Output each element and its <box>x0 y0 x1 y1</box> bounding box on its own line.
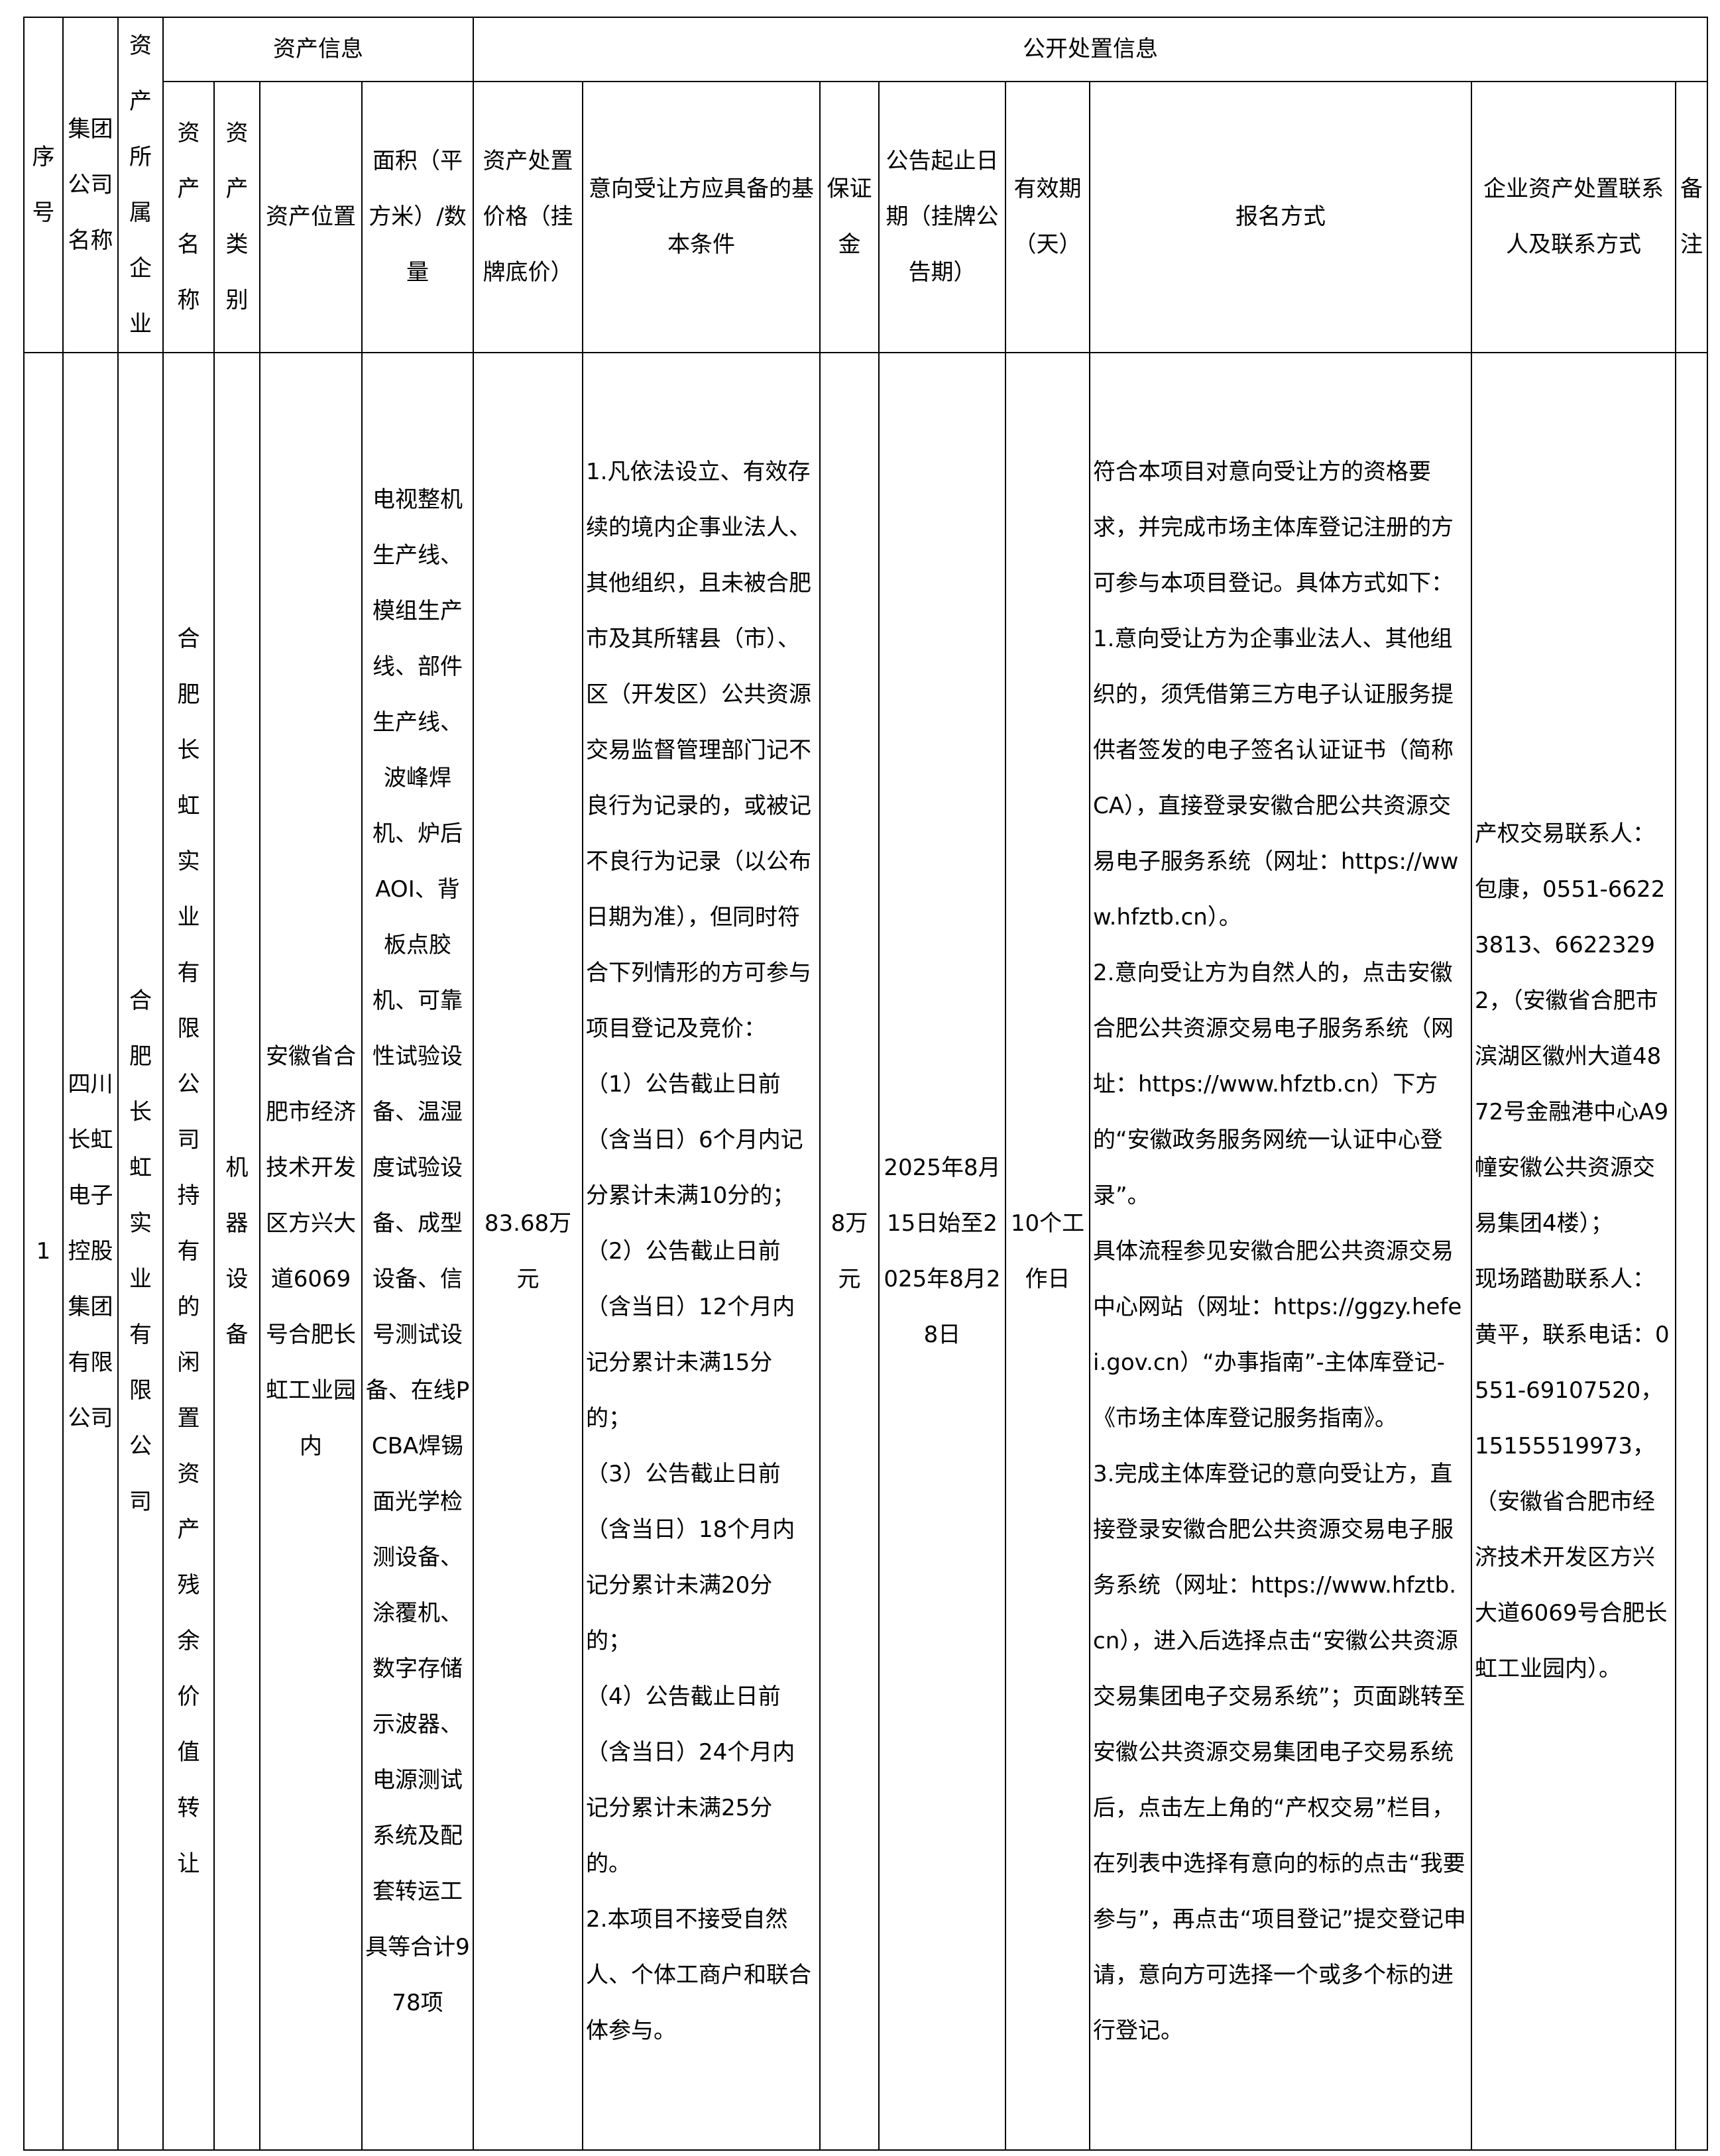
cell-owner: 合肥长虹实业有限公司 <box>117 352 164 2151</box>
cell-seq: 1 <box>23 352 64 2151</box>
header-seq: 序号 <box>23 17 64 353</box>
header-owner: 资产所属企业 <box>117 17 164 353</box>
header-public-info: 公开处置信息 <box>473 17 1708 82</box>
header-area: 面积（平方米）/数量 <box>361 80 474 354</box>
header-group: 集团公司名称 <box>62 17 119 353</box>
cell-asset-name: 合肥长虹实业有限公司持有的闲置资产残余价值转让 <box>162 352 215 2151</box>
header-contact: 企业资产处置联系人及联系方式 <box>1471 80 1676 354</box>
header-asset-info: 资产信息 <box>162 17 474 82</box>
header-deposit: 保证金 <box>819 80 880 354</box>
header-row: 资产名称 资产类别 资产位置 面积（平方米）/数量 资产处置价格（挂牌底价） 意… <box>24 80 1708 354</box>
header-validity: 有效期（天） <box>1005 80 1090 354</box>
cell-validity: 10个工作日 <box>1005 352 1090 2151</box>
header-remark: 备注 <box>1675 80 1708 354</box>
table-row: 1 四川长虹电子控股集团有限公司 合肥长虹实业有限公司 合肥长虹实业有限公司持有… <box>23 352 1708 2151</box>
cell-signup: 符合本项目对意向受让方的资格要求，并完成市场主体库登记注册的方可参与本项目登记。… <box>1089 352 1472 2151</box>
cell-price: 83.68万元 <box>473 352 583 2151</box>
cell-contact: 产权交易联系人：包康，0551-66223813、66223292，（安徽省合肥… <box>1471 352 1676 2151</box>
header-signup: 报名方式 <box>1089 80 1472 354</box>
header-location: 资产位置 <box>259 80 363 354</box>
header-row-group: 序号 集团公司名称 资产所属企业 资产信息 公开处置信息 <box>23 17 1708 353</box>
header-price: 资产处置价格（挂牌底价） <box>473 80 583 354</box>
cell-dates: 2025年8月15日始至2025年8月28日 <box>878 352 1006 2151</box>
asset-disposal-table: 序号 集团公司名称 资产所属企业 资产信息 公开处置信息 资产名称 资产类别 资… <box>23 17 1708 2151</box>
cell-remark <box>1675 352 1708 2151</box>
cell-asset-type: 机器设备 <box>213 352 260 2151</box>
header-conditions: 意向受让方应具备的基本条件 <box>582 80 821 354</box>
cell-area: 电视整机生产线、模组生产线、部件生产线、波峰焊机、炉后AOI、背板点胶机、可靠性… <box>361 352 474 2151</box>
cell-location: 安徽省合肥市经济技术开发区方兴大道6069号合肥长虹工业园内 <box>259 352 363 2151</box>
header-asset-name: 资产名称 <box>162 80 215 354</box>
cell-conditions: 1.凡依法设立、有效存续的境内企事业法人、其他组织，且未被合肥市及其所辖县（市）… <box>582 352 821 2151</box>
cell-group: 四川长虹电子控股集团有限公司 <box>62 352 119 2151</box>
cell-deposit: 8万元 <box>819 352 880 2151</box>
header-asset-type: 资产类别 <box>213 80 260 354</box>
header-dates: 公告起止日期（挂牌公告期） <box>878 80 1006 354</box>
